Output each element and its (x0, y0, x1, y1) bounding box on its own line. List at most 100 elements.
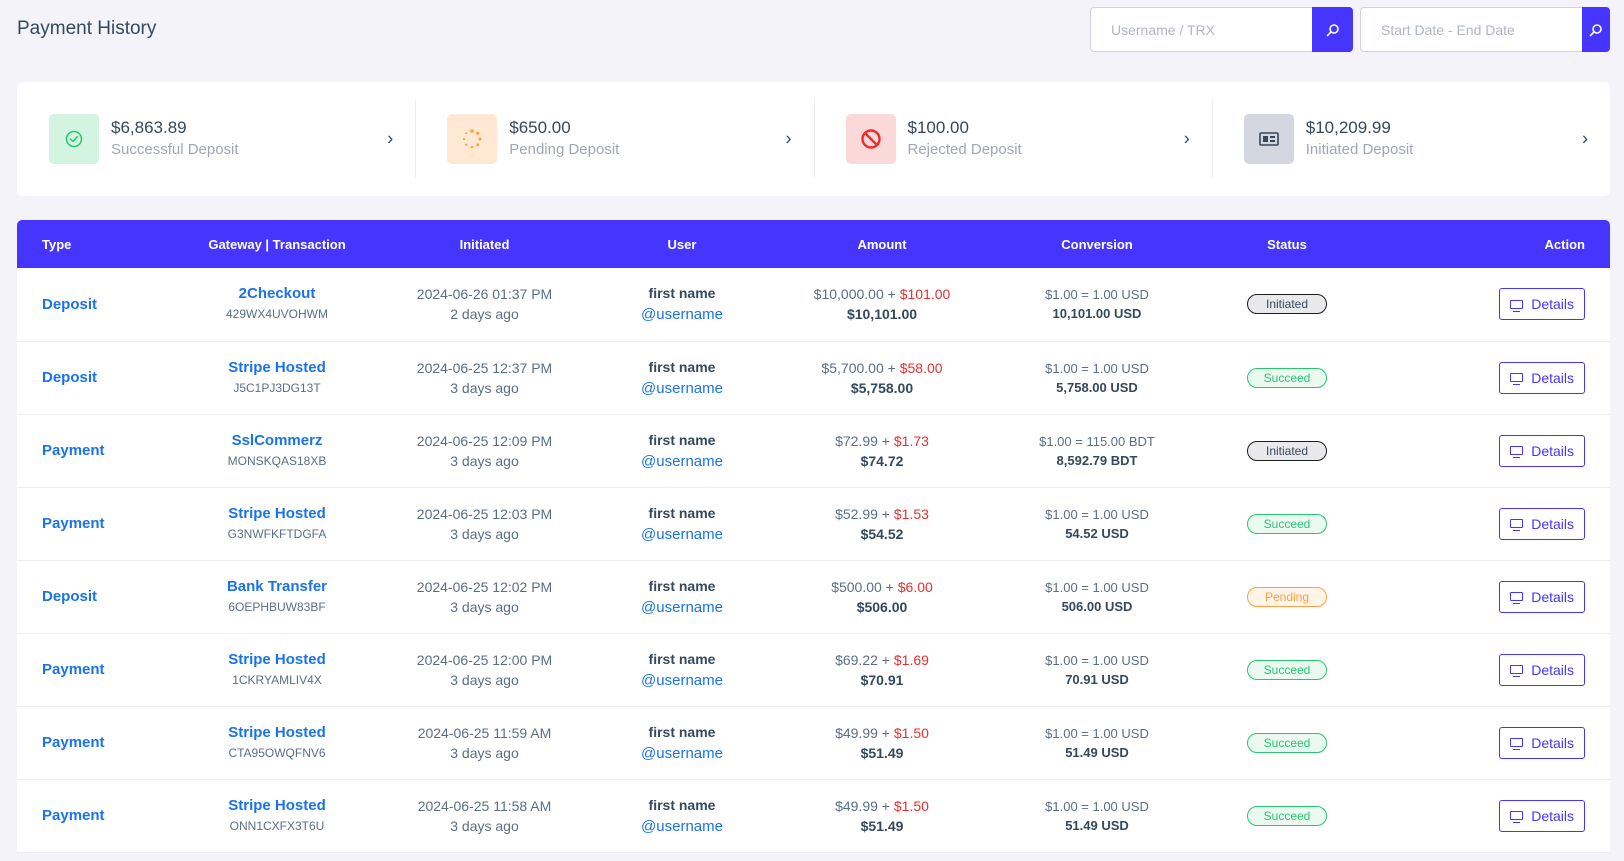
user-username-link[interactable]: @username (641, 598, 723, 616)
details-button[interactable]: Details (1499, 799, 1585, 832)
details-button[interactable]: Details (1499, 507, 1585, 540)
initiated-date: 2024-06-25 12:02 PM (416, 578, 553, 595)
cell-user: first name @username (582, 560, 782, 633)
conversion-rate: $1.00 = 1.00 USD (1045, 579, 1149, 595)
details-button[interactable]: Details (1499, 288, 1585, 321)
widget-initiated-deposit[interactable]: $10,209.99 Initiated Deposit › (1211, 82, 1610, 196)
cell-amount: $10,000.00 + $101.00 $10,101.00 (782, 268, 982, 341)
desktop-icon (1510, 446, 1524, 458)
widget-label: Successful Deposit (111, 141, 239, 158)
cell-type: Deposit (17, 560, 167, 633)
transaction-type: Deposit (42, 369, 98, 386)
table-row: Payment Stripe Hosted ONN1CXFX3T6U 2024-… (17, 779, 1610, 852)
details-button[interactable]: Details (1499, 653, 1585, 686)
initiated-ago: 3 days ago (450, 744, 519, 761)
conversion-total: 506.00 USD (1061, 598, 1133, 614)
cell-gateway: 2Checkout 429WX4UVOHWM (167, 268, 387, 341)
initiated-ago: 3 days ago (450, 452, 519, 469)
user-username-link[interactable]: @username (641, 744, 723, 762)
amount-line: $52.99 + $1.53 (835, 505, 929, 522)
transaction-id: 6OEPHBUW83BF (228, 599, 326, 614)
transaction-id: 429WX4UVOHWM (225, 307, 329, 322)
cell-status: Succeed (1212, 706, 1362, 779)
details-button[interactable]: Details (1499, 726, 1585, 759)
amount-base: $52.99 (835, 505, 878, 522)
payment-history-table: Type Gateway | Transaction Initiated Use… (17, 220, 1610, 853)
cell-initiated: 2024-06-25 11:58 AM 3 days ago (387, 779, 582, 852)
desktop-icon (1510, 592, 1524, 604)
cell-conversion: $1.00 = 115.00 BDT 8,592.79 BDT (982, 414, 1212, 487)
amount-charge: $6.00 (897, 578, 933, 595)
status-badge: Initiated (1247, 294, 1327, 315)
initiated-ago: 3 days ago (450, 525, 519, 542)
date-range-input[interactable] (1360, 7, 1582, 52)
initiated-date: 2024-06-25 12:00 PM (416, 651, 553, 668)
cell-status: Succeed (1212, 779, 1362, 852)
cell-conversion: $1.00 = 1.00 USD 70.91 USD (982, 633, 1212, 706)
widget-pending-deposit[interactable]: $650.00 Pending Deposit › (415, 82, 813, 196)
cell-amount: $72.99 + $1.73 $74.72 (782, 414, 982, 487)
amount-line: $5,700.00 + $58.00 (821, 359, 943, 376)
widget-icon-box (845, 114, 896, 164)
table-row: Deposit Bank Transfer 6OEPHBUW83BF 2024-… (17, 560, 1610, 633)
amount-base: $500.00 (831, 578, 882, 595)
amount-base: $72.99 (835, 432, 878, 449)
column-header-amount: Amount (857, 236, 907, 252)
details-button-label: Details (1531, 661, 1574, 678)
status-badge: Succeed (1247, 805, 1327, 826)
user-username-link[interactable]: @username (641, 379, 723, 397)
conversion-rate: $1.00 = 1.00 USD (1045, 798, 1149, 814)
cell-type: Payment (17, 414, 167, 487)
cell-amount: $5,700.00 + $58.00 $5,758.00 (782, 341, 982, 414)
cell-gateway: Stripe Hosted CTA95OWQFNV6 (167, 706, 387, 779)
details-button-label: Details (1531, 588, 1574, 605)
user-fullname: first name (648, 577, 716, 594)
table-row: Deposit Stripe Hosted J5C1PJ3DG13T 2024-… (17, 341, 1610, 414)
transaction-type: Payment (42, 515, 105, 532)
cell-conversion: $1.00 = 1.00 USD 51.49 USD (982, 779, 1212, 852)
table-header-row: Type Gateway | Transaction Initiated Use… (17, 220, 1610, 268)
amount-charge: $1.53 (893, 505, 929, 522)
widget-icon-box (447, 114, 498, 164)
widget-text: $650.00 Pending Deposit (509, 117, 619, 161)
user-fullname: first name (648, 431, 716, 448)
amount-line: $10,000.00 + $101.00 (813, 286, 951, 303)
cell-amount: $69.22 + $1.69 $70.91 (782, 633, 982, 706)
deposit-summary-widgets: $6,863.89 Successful Deposit › $650.00 P… (17, 82, 1610, 196)
widget-successful-deposit[interactable]: $6,863.89 Successful Deposit › (17, 82, 415, 196)
widget-amount: $100.00 (907, 118, 969, 137)
amount-charge: $58.00 (899, 359, 943, 376)
conversion-rate: $1.00 = 1.00 USD (1045, 652, 1149, 668)
widget-rejected-deposit[interactable]: $100.00 Rejected Deposit › (813, 82, 1212, 196)
user-fullname: first name (648, 358, 716, 375)
details-button[interactable]: Details (1499, 580, 1585, 613)
transaction-type: Payment (42, 734, 105, 751)
cell-amount: $49.99 + $1.50 $51.49 (782, 779, 982, 852)
initiated-ago: 3 days ago (450, 379, 519, 396)
status-badge: Pending (1247, 586, 1327, 607)
desktop-icon (1510, 738, 1524, 750)
details-button[interactable]: Details (1499, 434, 1585, 467)
details-button[interactable]: Details (1499, 361, 1585, 394)
amount-line: $72.99 + $1.73 (835, 432, 929, 449)
username-search-group (1090, 7, 1353, 52)
cell-gateway: Stripe Hosted G3NWFKFTDGFA (167, 487, 387, 560)
user-username-link[interactable]: @username (641, 306, 723, 324)
gateway-name: Stripe Hosted (228, 358, 326, 376)
cell-user: first name @username (582, 487, 782, 560)
user-username-link[interactable]: @username (641, 671, 723, 689)
username-search-button[interactable] (1312, 7, 1353, 52)
widget-icon-box (49, 114, 99, 164)
user-username-link[interactable]: @username (641, 525, 723, 543)
cell-status: Succeed (1212, 341, 1362, 414)
user-username-link[interactable]: @username (641, 452, 723, 470)
date-search-button[interactable] (1582, 7, 1610, 52)
user-username-link[interactable]: @username (641, 817, 723, 835)
amount-base: $69.22 (835, 651, 878, 668)
conversion-total: 10,101.00 USD (1052, 306, 1142, 322)
table-row: Payment Stripe Hosted CTA95OWQFNV6 2024-… (17, 706, 1610, 779)
username-search-input[interactable] (1090, 7, 1312, 52)
amount-total: $51.49 (860, 744, 904, 761)
amount-total: $10,101.00 (846, 306, 918, 323)
cell-user: first name @username (582, 779, 782, 852)
